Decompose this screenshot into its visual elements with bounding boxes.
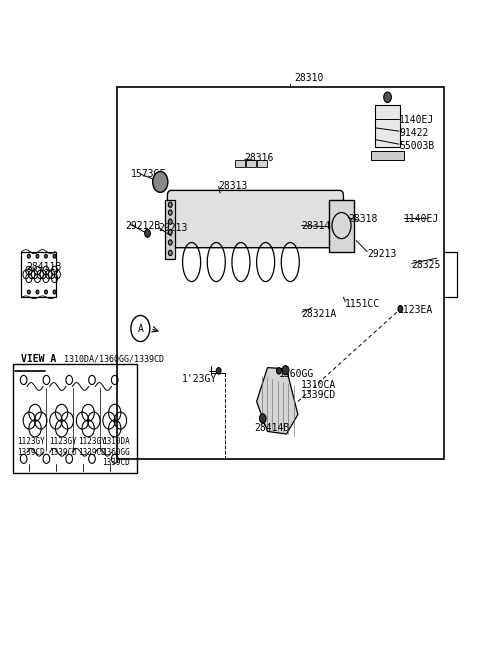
Circle shape — [45, 254, 48, 258]
Bar — [372, 151, 404, 160]
Circle shape — [398, 306, 403, 312]
Circle shape — [276, 367, 281, 374]
Circle shape — [53, 290, 56, 294]
Text: 1339CD: 1339CD — [301, 390, 336, 400]
Text: 28314: 28314 — [301, 221, 331, 231]
Text: 1151CC: 1151CC — [345, 299, 381, 309]
Text: 1310CA: 1310CA — [301, 380, 336, 390]
Circle shape — [27, 254, 30, 258]
Text: 28321A: 28321A — [301, 309, 337, 319]
Circle shape — [131, 315, 150, 342]
Text: 28411B: 28411B — [26, 261, 62, 271]
Bar — [375, 105, 400, 147]
Text: 28325: 28325 — [412, 260, 441, 269]
Circle shape — [168, 202, 172, 208]
Bar — [246, 160, 256, 167]
Text: 28316: 28316 — [245, 153, 274, 163]
Text: 29213: 29213 — [158, 223, 188, 233]
Circle shape — [282, 366, 289, 374]
Text: 1140EJ: 1140EJ — [404, 214, 439, 224]
Text: 1310DA
1360GG
1339CD: 1310DA 1360GG 1339CD — [102, 438, 130, 467]
Text: 1360GG: 1360GG — [279, 369, 314, 379]
Circle shape — [168, 219, 172, 224]
Text: 29213: 29213 — [367, 248, 396, 259]
Text: 55003B: 55003B — [399, 141, 434, 151]
Circle shape — [27, 290, 30, 294]
Circle shape — [36, 290, 39, 294]
Text: A: A — [137, 323, 144, 334]
Text: 1573GF: 1573GF — [131, 169, 166, 179]
Polygon shape — [257, 367, 298, 434]
Circle shape — [168, 210, 172, 215]
FancyBboxPatch shape — [168, 191, 343, 248]
Circle shape — [260, 414, 266, 423]
Circle shape — [36, 254, 39, 258]
Text: 1140EJ: 1140EJ — [399, 115, 434, 125]
Bar — [117, 87, 444, 459]
Bar — [329, 200, 354, 252]
Text: 91422: 91422 — [399, 128, 428, 138]
Text: 1123GY
1339CD: 1123GY 1339CD — [49, 438, 77, 457]
Circle shape — [53, 254, 56, 258]
Text: VIEW A: VIEW A — [21, 354, 56, 364]
Circle shape — [168, 240, 172, 245]
Circle shape — [168, 229, 172, 235]
Circle shape — [168, 250, 172, 256]
Bar — [235, 160, 245, 167]
Text: 1123GY
1339CD: 1123GY 1339CD — [78, 438, 106, 457]
Circle shape — [216, 367, 221, 374]
Text: 1123GY
1339CD: 1123GY 1339CD — [17, 438, 45, 457]
Text: 28313: 28313 — [219, 181, 248, 191]
Text: 1123EA: 1123EA — [397, 306, 433, 315]
Text: 28310: 28310 — [295, 73, 324, 83]
Text: 28414B: 28414B — [254, 422, 289, 432]
Text: 29212B: 29212B — [125, 221, 160, 231]
Circle shape — [144, 229, 150, 237]
Circle shape — [384, 92, 391, 102]
Text: 1310DA/1360GG/1339CD: 1310DA/1360GG/1339CD — [64, 355, 165, 363]
Circle shape — [153, 171, 168, 193]
Bar — [257, 160, 266, 167]
Text: 1'23GY: 1'23GY — [182, 374, 217, 384]
Circle shape — [45, 290, 48, 294]
Bar — [13, 364, 137, 473]
Bar — [165, 200, 176, 260]
Text: 28318: 28318 — [348, 214, 378, 224]
